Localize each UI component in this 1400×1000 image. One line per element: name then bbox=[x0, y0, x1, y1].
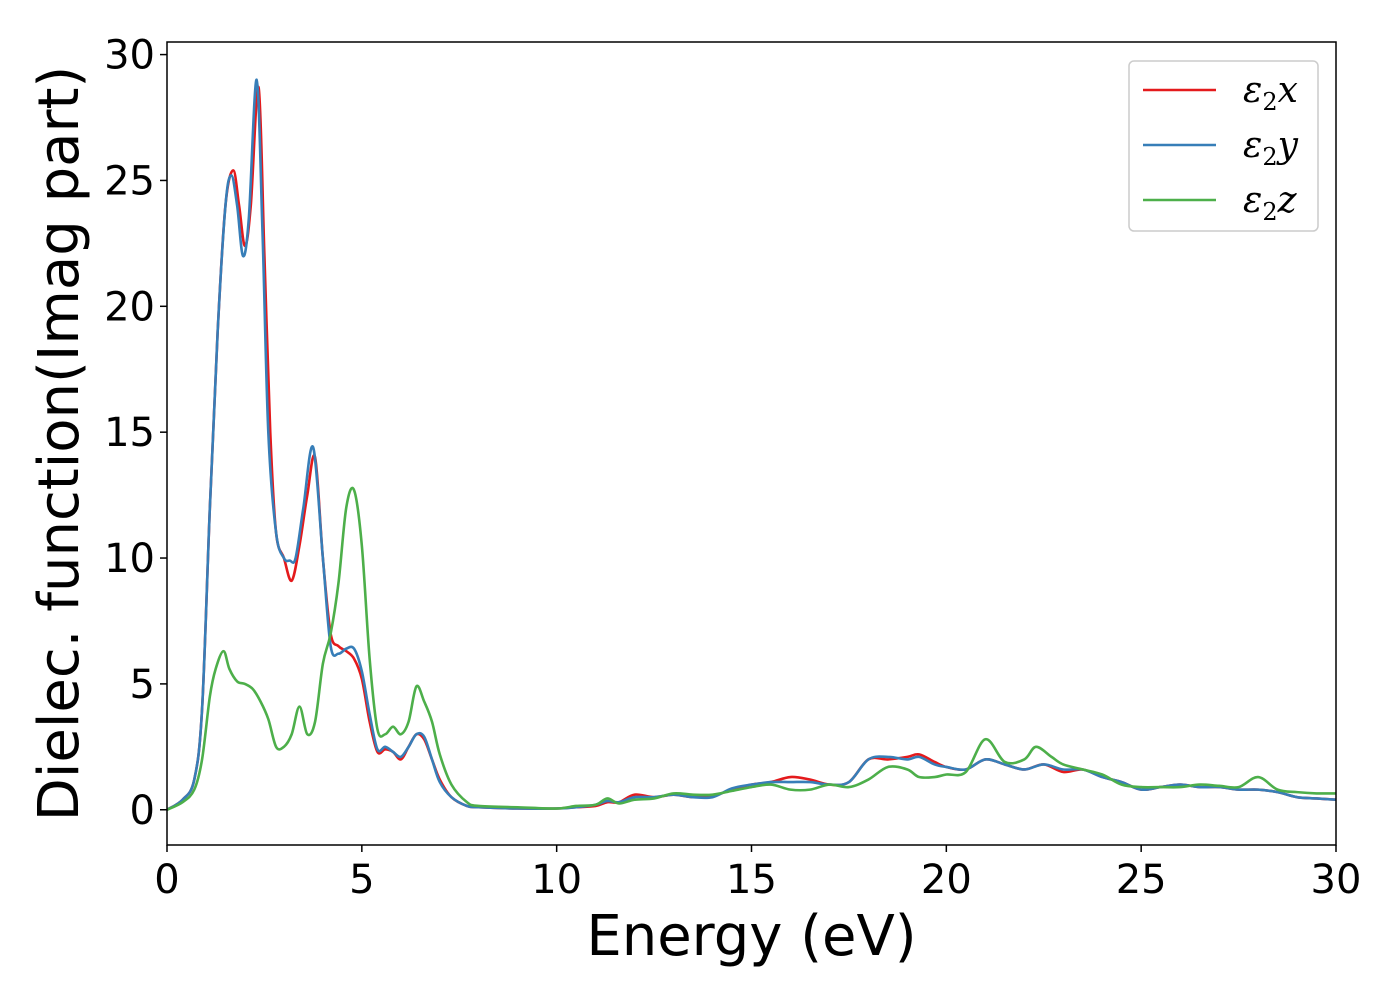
x-tick-label: 15 bbox=[726, 857, 777, 903]
x-axis: 0 5 10 15 20 25 30 bbox=[154, 845, 1361, 903]
y-tick-label: 10 bbox=[104, 536, 155, 582]
x-tick-label: 25 bbox=[1116, 857, 1167, 903]
x-tick-label: 5 bbox=[349, 857, 374, 903]
legend-box bbox=[1128, 60, 1319, 232]
y-tick-label: 20 bbox=[104, 284, 155, 330]
y-tick-label: 5 bbox=[130, 662, 155, 708]
x-tick-label: 20 bbox=[921, 857, 972, 903]
legend-label-x: ε2x bbox=[1243, 70, 1298, 116]
legend-label-z: ε2z bbox=[1243, 180, 1298, 226]
x-tick-label: 0 bbox=[154, 857, 179, 903]
y-tick-label: 15 bbox=[104, 410, 155, 456]
legend: ε2x ε2y ε2z bbox=[1128, 60, 1319, 232]
x-tick-label: 30 bbox=[1311, 857, 1362, 903]
series-line-z bbox=[167, 486, 1336, 812]
x-tick-label: 10 bbox=[531, 857, 582, 903]
y-axis: 0 5 10 15 20 25 30 bbox=[104, 33, 167, 834]
y-axis-label: Dielec. function(Imag part) bbox=[27, 66, 92, 822]
y-tick-label: 25 bbox=[104, 158, 155, 204]
y-tick-label: 0 bbox=[130, 788, 155, 834]
legend-label-y: ε2y bbox=[1243, 125, 1299, 171]
y-tick-label: 30 bbox=[104, 33, 155, 79]
series-layer bbox=[167, 78, 1336, 812]
x-axis-label: Energy (eV) bbox=[586, 904, 916, 969]
